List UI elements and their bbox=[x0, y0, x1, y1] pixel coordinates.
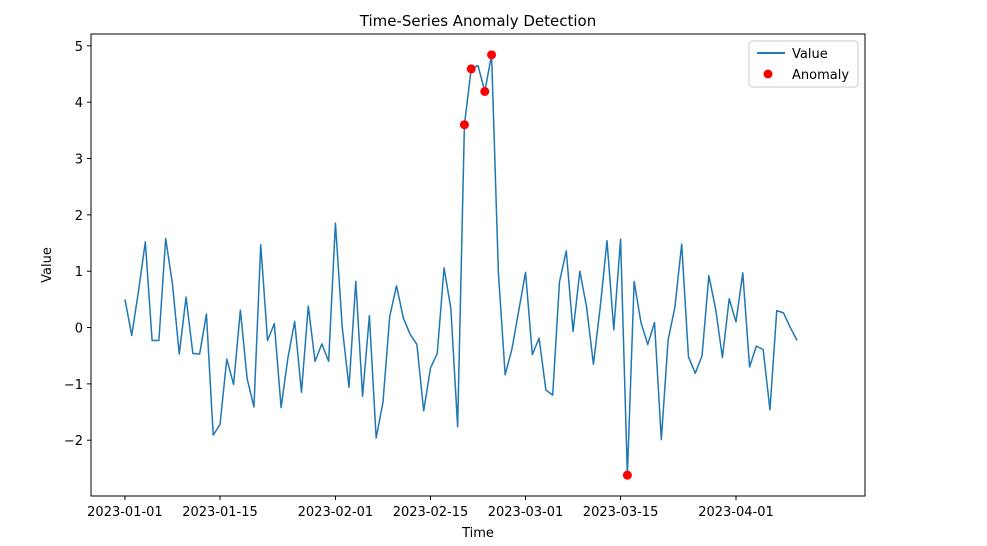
legend: Value Anomaly bbox=[748, 40, 859, 88]
anomaly-point-1 bbox=[459, 120, 469, 130]
x-tick-label: 2023-01-01 bbox=[87, 505, 163, 520]
x-tick-label: 2023-04-01 bbox=[698, 505, 774, 520]
y-tick-label: −1 bbox=[64, 378, 83, 393]
anomaly-point-2 bbox=[466, 64, 476, 74]
legend-label-value: Value bbox=[792, 47, 828, 62]
series-line-value bbox=[124, 54, 798, 476]
legend-label-anomaly: Anomaly bbox=[792, 68, 849, 83]
x-tick-label: 2023-02-01 bbox=[298, 505, 374, 520]
y-tick-label: 2 bbox=[75, 209, 83, 224]
x-tick-label: 2023-03-01 bbox=[488, 505, 564, 520]
chart-title: Time-Series Anomaly Detection bbox=[359, 12, 596, 30]
y-tick-label: 3 bbox=[75, 153, 83, 168]
y-axis-label: Value bbox=[40, 247, 55, 283]
legend-marker-anomaly bbox=[763, 69, 773, 79]
plot-frame bbox=[90, 33, 866, 497]
y-tick-label: 1 bbox=[75, 265, 83, 280]
anomaly-point-4 bbox=[487, 50, 497, 60]
anomaly-point-5 bbox=[622, 470, 632, 480]
x-tick-label: 2023-02-15 bbox=[393, 505, 469, 520]
y-tick-label: 0 bbox=[75, 322, 83, 337]
y-tick-label: −2 bbox=[64, 434, 83, 449]
y-tick-label: 5 bbox=[75, 40, 83, 55]
y-tick-label: 4 bbox=[75, 96, 83, 111]
anomaly-point-3 bbox=[480, 86, 490, 96]
x-tick-label: 2023-03-15 bbox=[583, 505, 659, 520]
x-tick-label: 2023-01-15 bbox=[182, 505, 258, 520]
x-axis-label: Time bbox=[461, 526, 494, 541]
